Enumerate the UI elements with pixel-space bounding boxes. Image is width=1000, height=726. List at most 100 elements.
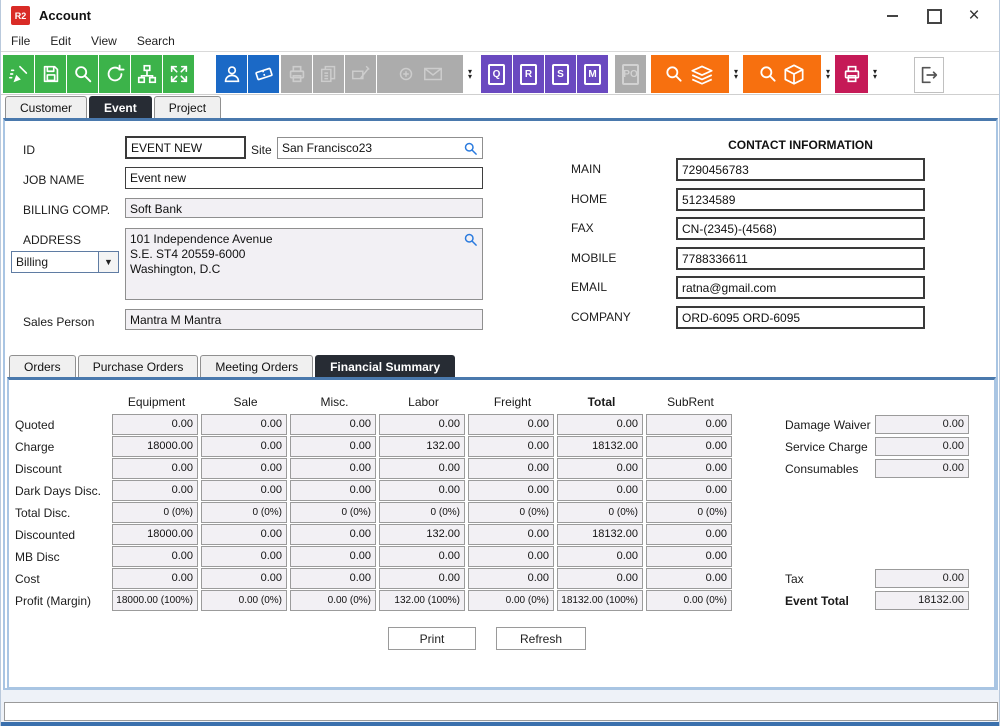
address-type-select[interactable]: Billing [11,251,119,273]
cell: 0.00 [468,524,554,545]
id-field[interactable]: EVENT NEW [125,136,246,159]
damage-waiver-label: Damage Waiver [785,418,871,432]
email-field[interactable]: ratna@gmail.com [676,276,925,299]
quote-doc-button[interactable]: Q [481,55,512,93]
billing-comp-label: BILLING COMP. [23,203,111,217]
cell: 0.00 [201,480,287,501]
address-search-icon[interactable] [463,232,478,247]
menu-view[interactable]: View [91,33,117,48]
row-label: Profit (Margin) [15,594,92,608]
minimize-button[interactable] [875,4,909,28]
refresh-button-bottom[interactable]: Refresh [496,627,586,650]
sale-doc-button[interactable]: S [545,55,576,93]
main-label: MAIN [571,162,601,176]
fax-field[interactable]: CN-(2345)-(4568) [676,217,925,240]
tax-field: 0.00 [875,569,969,588]
cell: 0.00 [201,524,287,545]
site-search-icon[interactable] [463,141,478,156]
cell: 0.00 (0%) [646,590,732,611]
hierarchy-button[interactable] [131,55,162,93]
cell: 0 (0%) [379,502,465,523]
cell: 0.00 [468,414,554,435]
print-labels-button[interactable] [835,55,868,93]
cell: 18132.00 [557,524,643,545]
menu-file[interactable]: File [11,33,31,48]
dropdown-arrows-icon[interactable] [870,55,880,93]
meeting-doc-button[interactable]: M [577,55,608,93]
financial-table: Equipment Sale Misc. Labor Freight Total… [15,392,735,612]
damage-waiver-field: 0.00 [875,415,969,434]
print-disabled-button [281,55,312,93]
box-icon [783,64,804,85]
search-button[interactable] [67,55,98,93]
cell: 18000.00 (100%) [112,590,198,611]
job-name-field[interactable]: Event new [125,167,483,189]
tab-event[interactable]: Event [89,96,152,118]
cell: 0.00 [646,568,732,589]
cell: 0.00 [379,546,465,567]
cell: 0.00 [112,546,198,567]
tab-project[interactable]: Project [153,96,222,118]
search-icon [74,66,91,83]
tab-purchase-orders[interactable]: Purchase Orders [77,355,199,377]
cell: 0.00 [112,568,198,589]
col-header: SubRent [667,395,714,409]
cell: 18000.00 [112,524,198,545]
mobile-label: MOBILE [571,251,617,265]
expand-icon [170,65,187,83]
cell: 132.00 [379,524,465,545]
tab-financial-summary[interactable]: Financial Summary [315,355,456,377]
quote-doc-icon: Q [488,63,505,85]
cell: 18000.00 [112,436,198,457]
customer-button[interactable] [216,55,247,93]
exit-icon [921,66,938,84]
menu-bar: File Edit View Search [1,30,999,52]
maximize-button[interactable] [917,4,951,28]
dropdown-arrows-icon[interactable] [731,55,741,93]
copy-disabled-button [313,55,344,93]
dropdown-arrows-icon[interactable] [465,55,475,93]
home-field[interactable]: 51234589 [676,188,925,211]
col-header: Freight [493,395,532,409]
site-label: Site [251,143,272,157]
menu-edit[interactable]: Edit [50,33,72,48]
company-field[interactable]: ORD-6095 ORD-6095 [676,306,925,329]
event-panel: ID EVENT NEW Site San Francisco23 JOB NA… [3,118,998,690]
save-button[interactable] [35,55,66,93]
address-field[interactable]: 101 Independence Avenue S.E. ST4 20559-6… [125,228,483,300]
search-item-button[interactable] [743,55,821,93]
main-field[interactable]: 7290456783 [676,158,925,181]
mail-add-disabled-button [377,55,463,93]
dropdown-arrows-icon[interactable] [823,55,833,93]
cell: 0.00 [468,568,554,589]
event-ticket-button[interactable] [248,55,279,93]
rental-doc-button[interactable]: R [513,55,544,93]
mobile-field[interactable]: 7788336611 [676,247,925,270]
search-icon [759,66,776,82]
cell: 0.00 (0%) [290,590,376,611]
toolbar: Q R S M PO [1,52,999,95]
expand-button[interactable] [163,55,194,93]
tab-orders[interactable]: Orders [9,355,76,377]
col-header: Misc. [320,395,349,409]
chevron-down-icon[interactable] [98,252,118,272]
tab-customer[interactable]: Customer [5,96,88,118]
print-button[interactable]: Print [388,627,476,650]
financial-summary-panel: Equipment Sale Misc. Labor Freight Total… [7,377,996,689]
refresh-button[interactable] [99,55,130,93]
cell: 0 (0%) [557,502,643,523]
tab-meeting-orders[interactable]: Meeting Orders [200,355,314,377]
cell: 0.00 [646,480,732,501]
printer-icon [289,65,304,83]
close-button[interactable] [957,4,991,28]
person-icon [224,66,239,83]
search-stack-button[interactable] [651,55,729,93]
exit-button[interactable] [914,57,944,93]
cell: 0.00 [468,546,554,567]
sweep-button[interactable] [3,55,34,93]
cell: 0.00 [646,436,732,457]
cell: 0.00 [112,480,198,501]
cell: 0.00 [201,436,287,457]
site-field[interactable]: San Francisco23 [277,137,483,159]
menu-search[interactable]: Search [136,33,175,48]
